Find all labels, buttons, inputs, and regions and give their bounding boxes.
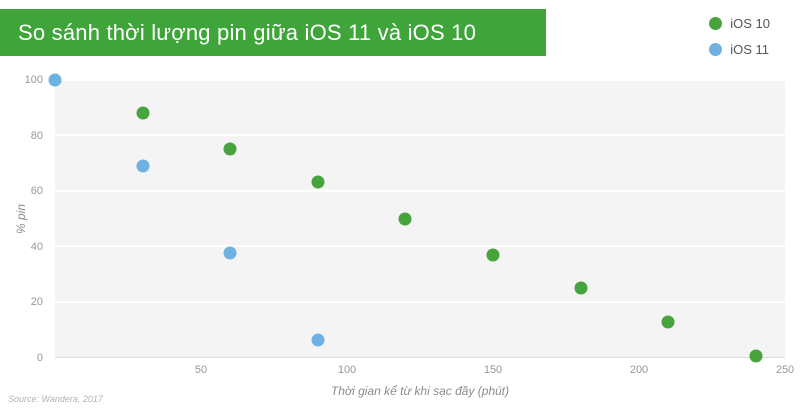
y-tick-label: 20 — [30, 296, 43, 309]
legend-item-ios10[interactable]: iOS 10 — [709, 16, 770, 31]
data-point-ios-10 — [661, 315, 675, 329]
y-tick-label: 80 — [30, 129, 43, 142]
x-tick-label: 250 — [775, 364, 795, 376]
x-tick-label: 150 — [483, 364, 503, 376]
x-axis-title: Thời gian kể từ khi sạc đầy (phút) — [330, 384, 510, 398]
data-point-ios-11 — [223, 246, 237, 260]
legend-label-ios11: iOS 11 — [730, 42, 770, 57]
chart-title: So sánh thời lượng pin giữa iOS 11 và iO… — [18, 19, 477, 45]
legend: iOS 10 iOS 11 — [709, 16, 770, 57]
data-point-ios-11 — [136, 159, 150, 173]
source-note: Source: Wandera, 2017 — [8, 394, 103, 404]
gridline — [55, 245, 785, 248]
title-banner: So sánh thời lượng pin giữa iOS 11 và iO… — [0, 9, 546, 56]
gridline — [55, 79, 785, 81]
gridline — [55, 189, 785, 192]
y-tick-label: 60 — [30, 185, 43, 198]
data-point-ios-10 — [398, 212, 412, 225]
legend-dot-ios11-icon — [709, 43, 723, 56]
y-tick-label: 100 — [24, 74, 43, 86]
x-tick-label: 200 — [629, 364, 649, 376]
data-point-ios-10 — [223, 142, 237, 156]
y-tick-label: 40 — [30, 240, 43, 253]
data-point-ios-10 — [311, 175, 325, 189]
x-tick-label: 50 — [194, 364, 208, 376]
data-point-ios-10 — [136, 106, 150, 120]
legend-label-ios10: iOS 10 — [730, 16, 770, 31]
plot-area — [48, 73, 785, 363]
gridline — [55, 134, 785, 137]
data-point-ios-10 — [749, 349, 763, 363]
y-tick-label: 0 — [36, 352, 43, 364]
data-point-ios-10 — [574, 281, 588, 295]
data-point-ios-10 — [486, 248, 500, 261]
data-point-ios-11 — [311, 333, 325, 347]
y-axis-tick-labels: 0 20 40 60 80 100 — [0, 74, 50, 364]
legend-dot-ios10-icon — [709, 17, 723, 30]
gridline — [55, 300, 785, 303]
legend-item-ios11[interactable]: iOS 11 — [709, 42, 770, 57]
data-point-ios-11 — [48, 73, 62, 87]
x-tick-label: 100 — [337, 364, 357, 376]
x-axis-tick-labels: 50 100 150 200 250 — [55, 364, 794, 378]
